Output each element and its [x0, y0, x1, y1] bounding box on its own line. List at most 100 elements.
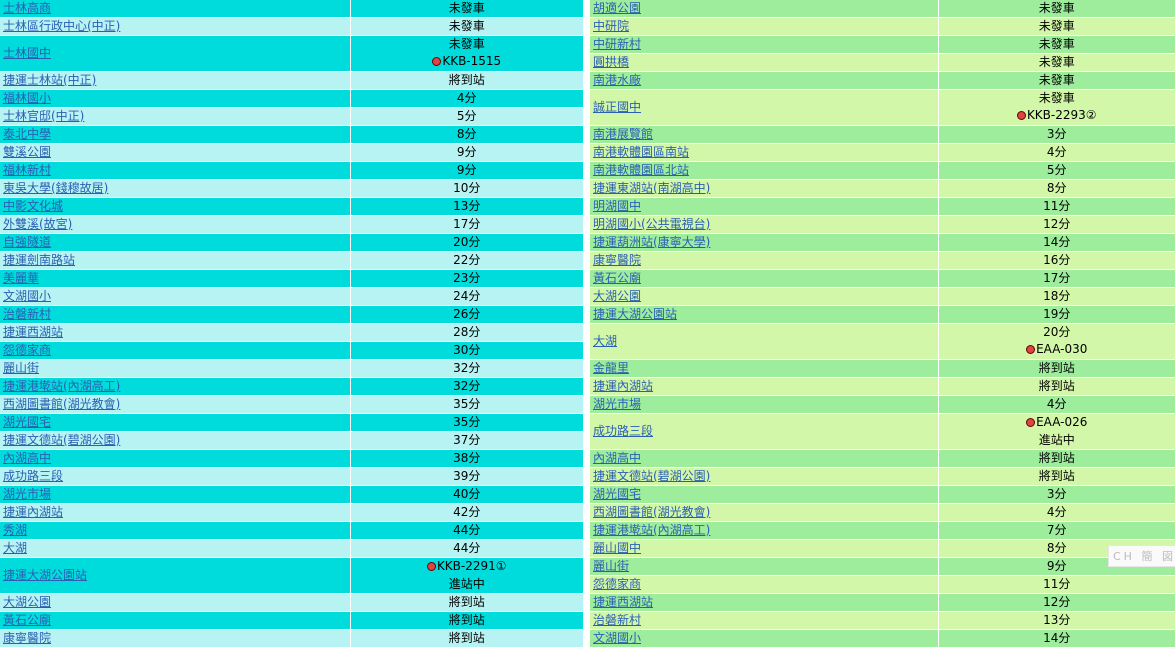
stop-name-link[interactable]: 士林高商	[3, 1, 52, 15]
eta-cell: 未發車	[938, 71, 1175, 90]
stop-name-link[interactable]: 捷運大湖公園站	[593, 307, 678, 321]
stop-cell: 士林官邸(中正)	[0, 107, 351, 126]
stop-name-link[interactable]: 捷運士林站(中正)	[3, 73, 97, 87]
stop-name-link[interactable]: 南港展覽館	[593, 127, 654, 141]
eta-cell: 未發車	[350, 0, 583, 18]
stop-name-link[interactable]: 捷運內湖站	[593, 379, 654, 393]
stop-name-link[interactable]: 士林區行政中心(中正)	[3, 19, 121, 33]
stop-name-link[interactable]: 成功路三段	[593, 424, 654, 438]
eta-text: 未發車	[1038, 55, 1075, 69]
stop-name-link[interactable]: 中研新村	[593, 37, 642, 51]
stop-name-link[interactable]: 大湖	[593, 334, 618, 348]
eta-cell: 19分	[938, 305, 1175, 324]
stop-row: 捷運內湖站 將到站	[590, 377, 1175, 396]
stop-name-link[interactable]: 湖光國宅	[3, 415, 52, 429]
stop-name-link[interactable]: 治磐新村	[3, 307, 52, 321]
stop-name-link[interactable]: 康寧醫院	[593, 253, 642, 267]
eta-cell: 未發車	[938, 0, 1175, 18]
stop-name-link[interactable]: 金龍里	[593, 361, 630, 375]
stop-name-link[interactable]: 內湖高中	[593, 451, 642, 465]
stop-name-link[interactable]: 治磐新村	[593, 613, 642, 627]
stop-name-link[interactable]: 胡適公園	[593, 1, 642, 15]
stop-name-link[interactable]: 秀湖	[3, 523, 28, 537]
stop-name-link[interactable]: 捷運葫洲站(康寧大學)	[593, 235, 711, 249]
stop-name-link[interactable]: 捷運劍南路站	[3, 253, 76, 267]
stop-name-link[interactable]: 內湖高中	[3, 451, 52, 465]
stop-row: 中研新村 未發車	[590, 35, 1175, 54]
eta-text: 3分	[1046, 487, 1067, 501]
stop-name-link[interactable]: 中研院	[593, 19, 630, 33]
stop-name-link[interactable]: 自強隧道	[3, 235, 52, 249]
stop-name-link[interactable]: 捷運大湖公園站	[3, 568, 88, 582]
stop-name-link[interactable]: 成功路三段	[3, 469, 64, 483]
stop-name-link[interactable]: 捷運港墘站(內湖高工)	[3, 379, 121, 393]
eta-cell: 將到站	[350, 593, 583, 612]
stop-name-link[interactable]: 東吳大學(錢穆故居)	[3, 181, 109, 195]
stop-cell: 湖光市場	[0, 485, 351, 504]
stop-name-link[interactable]: 大湖公園	[3, 595, 52, 609]
stop-name-link[interactable]: 大湖公園	[593, 289, 642, 303]
stop-name-link[interactable]: 捷運文德站(碧湖公園)	[593, 469, 711, 483]
stop-name-link[interactable]: 中影文化城	[3, 199, 64, 213]
stop-name-link[interactable]: 黃石公廟	[3, 613, 52, 627]
stop-name-link[interactable]: 怨德家商	[593, 577, 642, 591]
stop-name-link[interactable]: 湖光市場	[593, 397, 642, 411]
stop-name-link[interactable]: 大湖	[3, 541, 28, 555]
stop-row: 南港軟體園區北站 5分	[590, 161, 1175, 180]
stop-name-link[interactable]: 西湖圖書館(湖光教會)	[593, 505, 711, 519]
stop-name-link[interactable]: 湖光國宅	[593, 487, 642, 501]
stop-name-link[interactable]: 文湖國小	[593, 631, 642, 645]
stop-name-link[interactable]: 捷運西湖站	[593, 595, 654, 609]
stop-name-link[interactable]: 明湖國中	[593, 199, 642, 213]
stop-name-link[interactable]: 南港水廠	[593, 73, 642, 87]
stop-name-link[interactable]: 西湖圖書館(湖光教會)	[3, 397, 121, 411]
stop-row: 捷運西湖站 28分	[0, 323, 583, 342]
stop-name-link[interactable]: 麗山國中	[593, 541, 642, 555]
eta-cell: 9分	[350, 143, 583, 162]
stop-name-link[interactable]: 黃石公廟	[593, 271, 642, 285]
stop-name-link[interactable]: 湖光市場	[3, 487, 52, 501]
stop-row: 捷運大湖公園站 KKB-2291① 進站中	[0, 557, 583, 594]
stop-name-link[interactable]: 泰北中學	[3, 127, 52, 141]
stop-name-link[interactable]: 雙溪公園	[3, 145, 52, 159]
eta-text: 未發車	[1038, 19, 1075, 33]
stop-name-link[interactable]: 福林國小	[3, 91, 52, 105]
stop-row: 捷運港墘站(內湖高工) 7分	[590, 521, 1175, 540]
stop-name-link[interactable]: 誠正國中	[593, 100, 642, 114]
stop-name-link[interactable]: 福林新村	[3, 163, 52, 177]
stop-name-link[interactable]: 捷運文德站(碧湖公園)	[3, 433, 121, 447]
stop-name-link[interactable]: 捷運港墘站(內湖高工)	[593, 523, 711, 537]
stop-name-link[interactable]: 捷運東湖站(南湖高中)	[593, 181, 711, 195]
stop-name-link[interactable]: 怨德家商	[3, 343, 52, 357]
eta-text: 未發車	[448, 1, 485, 15]
stop-name-link[interactable]: 文湖國小	[3, 289, 52, 303]
eta-cell: 39分	[350, 467, 583, 486]
left-direction-panel: 士林高商 未發車 士林區行政中心(中正) 未發車 士林國中 未發車 KKB-1515 捷運士林…	[0, 0, 583, 648]
stop-name-link[interactable]: 康寧醫院	[3, 631, 52, 645]
stop-name-link[interactable]: 士林官邸(中正)	[3, 109, 85, 123]
eta-text: 5分	[1046, 163, 1067, 177]
eta-cell: 5分	[350, 107, 583, 126]
stop-name-link[interactable]: 外雙溪(故宮)	[3, 217, 73, 231]
eta-text: 5分	[456, 109, 477, 123]
stop-name-link[interactable]: 明湖國小(公共電視台)	[593, 217, 711, 231]
eta-text: 7分	[1046, 523, 1067, 537]
stop-name-link[interactable]: 麗山街	[3, 361, 40, 375]
stop-name-link[interactable]: 圓拱橋	[593, 55, 630, 69]
stop-name-link[interactable]: 捷運內湖站	[3, 505, 64, 519]
stop-cell: 雙溪公園	[0, 143, 351, 162]
eta-cell: 13分	[350, 197, 583, 216]
eta-text: 12分	[1043, 595, 1071, 609]
stop-cell: 捷運劍南路站	[0, 251, 351, 270]
stop-row: 治磐新村 26分	[0, 305, 583, 324]
stop-name-link[interactable]: 南港軟體園區北站	[593, 163, 690, 177]
stop-name-link[interactable]: 士林國中	[3, 46, 52, 60]
eta-text: 進站中	[1038, 433, 1075, 447]
eta-text: 42分	[453, 505, 481, 519]
stop-name-link[interactable]: 麗山街	[593, 559, 630, 573]
eta-cell: 8分	[350, 125, 583, 144]
eta-text: 將到站	[1038, 361, 1075, 375]
stop-name-link[interactable]: 捷運西湖站	[3, 325, 64, 339]
stop-name-link[interactable]: 南港軟體園區南站	[593, 145, 690, 159]
stop-name-link[interactable]: 美麗華	[3, 271, 40, 285]
